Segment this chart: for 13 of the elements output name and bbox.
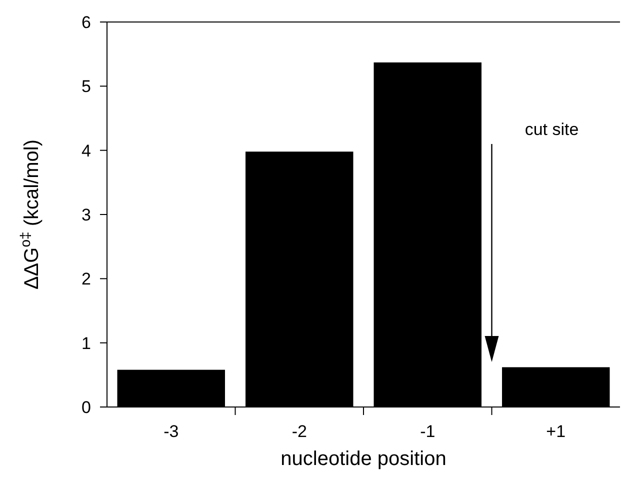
x-tick-label: -3 [164, 422, 179, 441]
y-tick-label: 2 [82, 270, 91, 289]
x-axis-title: nucleotide position [280, 448, 446, 470]
x-tick-label: -1 [420, 422, 436, 441]
y-tick-label: 3 [82, 205, 91, 224]
y-tick-label: 5 [82, 77, 91, 96]
y-tick-label: 0 [82, 398, 91, 417]
y-tick-label: 1 [82, 334, 91, 353]
x-tick-label: +1 [546, 422, 566, 441]
y-tick-label: 4 [82, 141, 91, 160]
x-tick-label: -2 [292, 422, 307, 441]
annotation: cut site [524, 120, 579, 139]
y-tick-label: 6 [82, 12, 91, 32]
